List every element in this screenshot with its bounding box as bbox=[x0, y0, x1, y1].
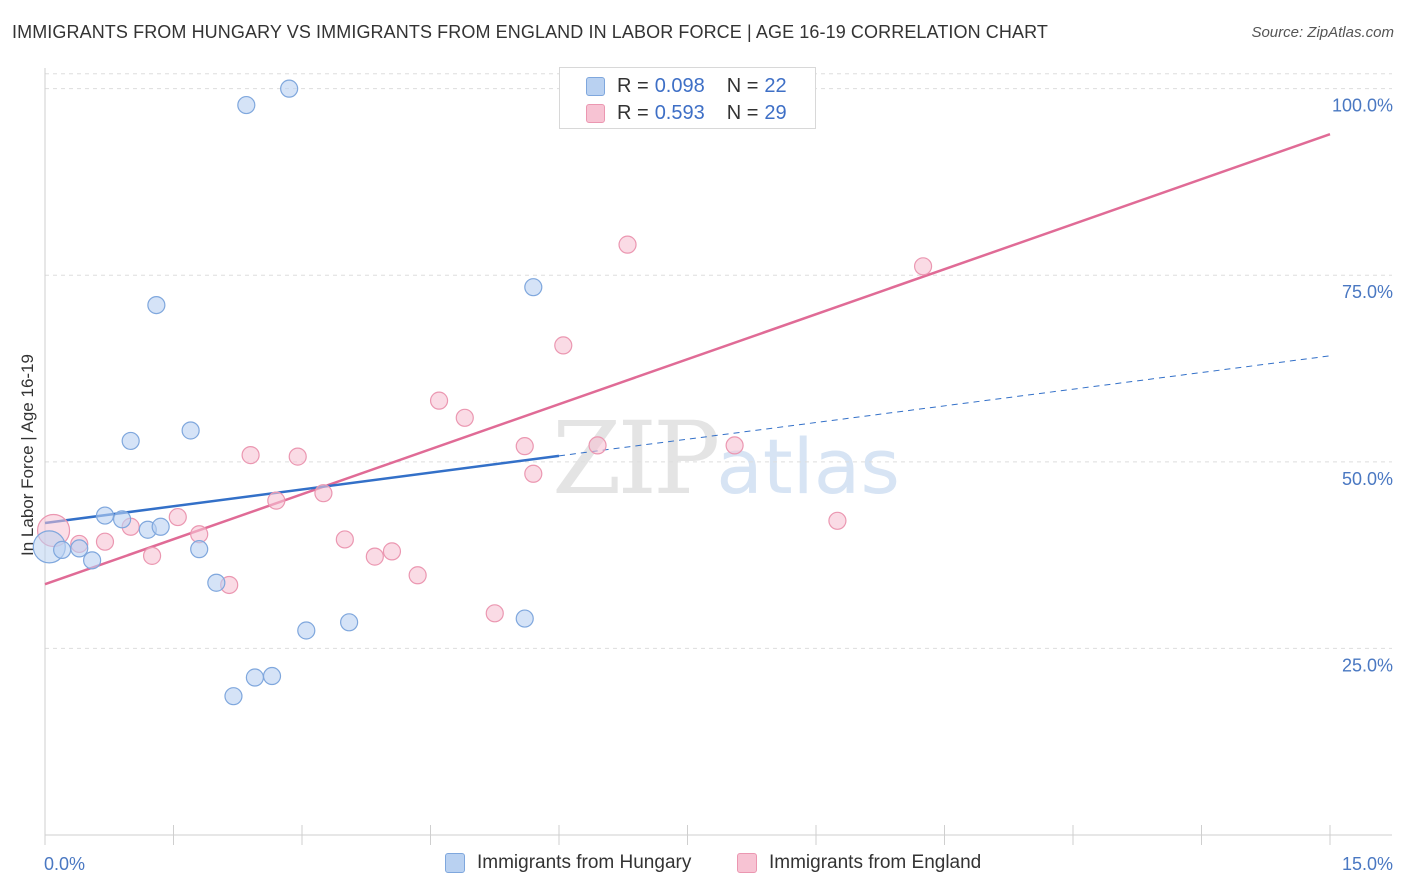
england-legend-swatch bbox=[737, 853, 757, 873]
tick-labels: 25.0% 50.0% 75.0% 100.0% 0.0% 15.0% bbox=[44, 96, 1393, 874]
legend-r-value: 0.098 bbox=[654, 74, 705, 97]
england-point bbox=[429, 391, 449, 410]
y-tick-label: 100.0% bbox=[1332, 96, 1393, 116]
hungary-point bbox=[245, 668, 264, 687]
y-tick-label: 25.0% bbox=[1342, 655, 1393, 675]
england-point bbox=[485, 604, 504, 623]
england-point bbox=[913, 257, 933, 276]
legend-r-value: 0.593 bbox=[654, 101, 705, 124]
hungary-point bbox=[83, 551, 102, 570]
legend-n-value: 22 bbox=[764, 74, 787, 97]
hungary-point bbox=[112, 510, 132, 529]
england-point bbox=[515, 437, 534, 456]
england-point bbox=[382, 542, 402, 561]
hungary-point bbox=[524, 278, 543, 297]
england-point bbox=[554, 336, 573, 355]
england-swatch bbox=[586, 103, 605, 123]
hungary-point bbox=[53, 540, 72, 559]
hungary-point bbox=[207, 573, 226, 592]
legend-row-england: R = 0.593 N = 29 bbox=[586, 101, 787, 125]
england-point bbox=[168, 507, 187, 527]
legend-r-label: R = bbox=[617, 74, 649, 97]
y-tick-label: 50.0% bbox=[1342, 469, 1393, 489]
watermark: ZIPatlas bbox=[552, 400, 900, 517]
axes bbox=[44, 68, 1392, 845]
hungary-point bbox=[70, 539, 89, 558]
england-point bbox=[828, 511, 847, 530]
england-point bbox=[241, 446, 260, 465]
hungary-point bbox=[515, 609, 534, 628]
hungary-point bbox=[181, 421, 200, 440]
hungary-point bbox=[190, 540, 209, 559]
england-point bbox=[618, 235, 637, 254]
legend-item-hungary: Immigrants from Hungary bbox=[445, 852, 691, 874]
series-legend: Immigrants from Hungary Immigrants from … bbox=[0, 852, 1406, 878]
watermark-atlas: atlas bbox=[716, 422, 900, 511]
hungary-legend-swatch bbox=[445, 853, 465, 873]
england-point bbox=[288, 447, 307, 466]
x-tick-label: 15.0% bbox=[1342, 854, 1393, 874]
legend-item-label: Immigrants from Hungary bbox=[477, 852, 692, 873]
chart-title: IMMIGRANTS FROM HUNGARY VS IMMIGRANTS FR… bbox=[12, 22, 1048, 42]
legend-item-label: Immigrants from England bbox=[769, 852, 982, 873]
legend-n-label: N = bbox=[726, 74, 759, 97]
england-point bbox=[142, 546, 162, 565]
legend-n-label: N = bbox=[726, 101, 759, 124]
england-point bbox=[335, 530, 354, 549]
source-label: Source: ZipAtlas.com bbox=[1251, 24, 1394, 41]
trend-lines bbox=[44, 133, 1331, 586]
england-point bbox=[524, 464, 543, 483]
data-points bbox=[32, 79, 933, 706]
legend-n-value: 29 bbox=[764, 101, 787, 124]
england-point bbox=[588, 436, 607, 455]
legend-r-label: R = bbox=[617, 101, 649, 124]
stats-legend: R = 0.098 N = 22 R = 0.593 N = 29 bbox=[559, 67, 816, 129]
hungary-trend-line bbox=[44, 454, 560, 525]
hungary-point bbox=[147, 295, 166, 315]
hungary-point bbox=[121, 431, 140, 451]
hungary-point bbox=[151, 517, 170, 536]
hungary-point bbox=[237, 95, 256, 115]
legend-row-hungary: R = 0.098 N = 22 bbox=[586, 74, 787, 98]
hungary-point bbox=[280, 79, 299, 98]
england-point bbox=[455, 408, 474, 427]
hungary-point bbox=[340, 613, 359, 632]
england-point bbox=[408, 566, 427, 585]
y-tick-label: 75.0% bbox=[1342, 282, 1393, 302]
legend-item-england: Immigrants from England bbox=[737, 852, 981, 874]
england-point bbox=[314, 484, 333, 503]
hungary-point bbox=[297, 621, 316, 640]
watermark-zip: ZIP bbox=[552, 400, 720, 517]
hungary-point bbox=[95, 506, 115, 525]
england-point bbox=[725, 436, 744, 455]
x-tick-label: 0.0% bbox=[44, 854, 85, 874]
england-point bbox=[365, 547, 384, 566]
hungary-point bbox=[262, 666, 282, 686]
hungary-point bbox=[224, 687, 243, 706]
england-point bbox=[267, 491, 286, 510]
gridlines bbox=[45, 73, 1392, 649]
hungary-trend-extension bbox=[558, 355, 1331, 457]
hungary-swatch bbox=[586, 76, 605, 96]
england-trend-line bbox=[44, 133, 1331, 586]
england-point bbox=[95, 532, 115, 551]
